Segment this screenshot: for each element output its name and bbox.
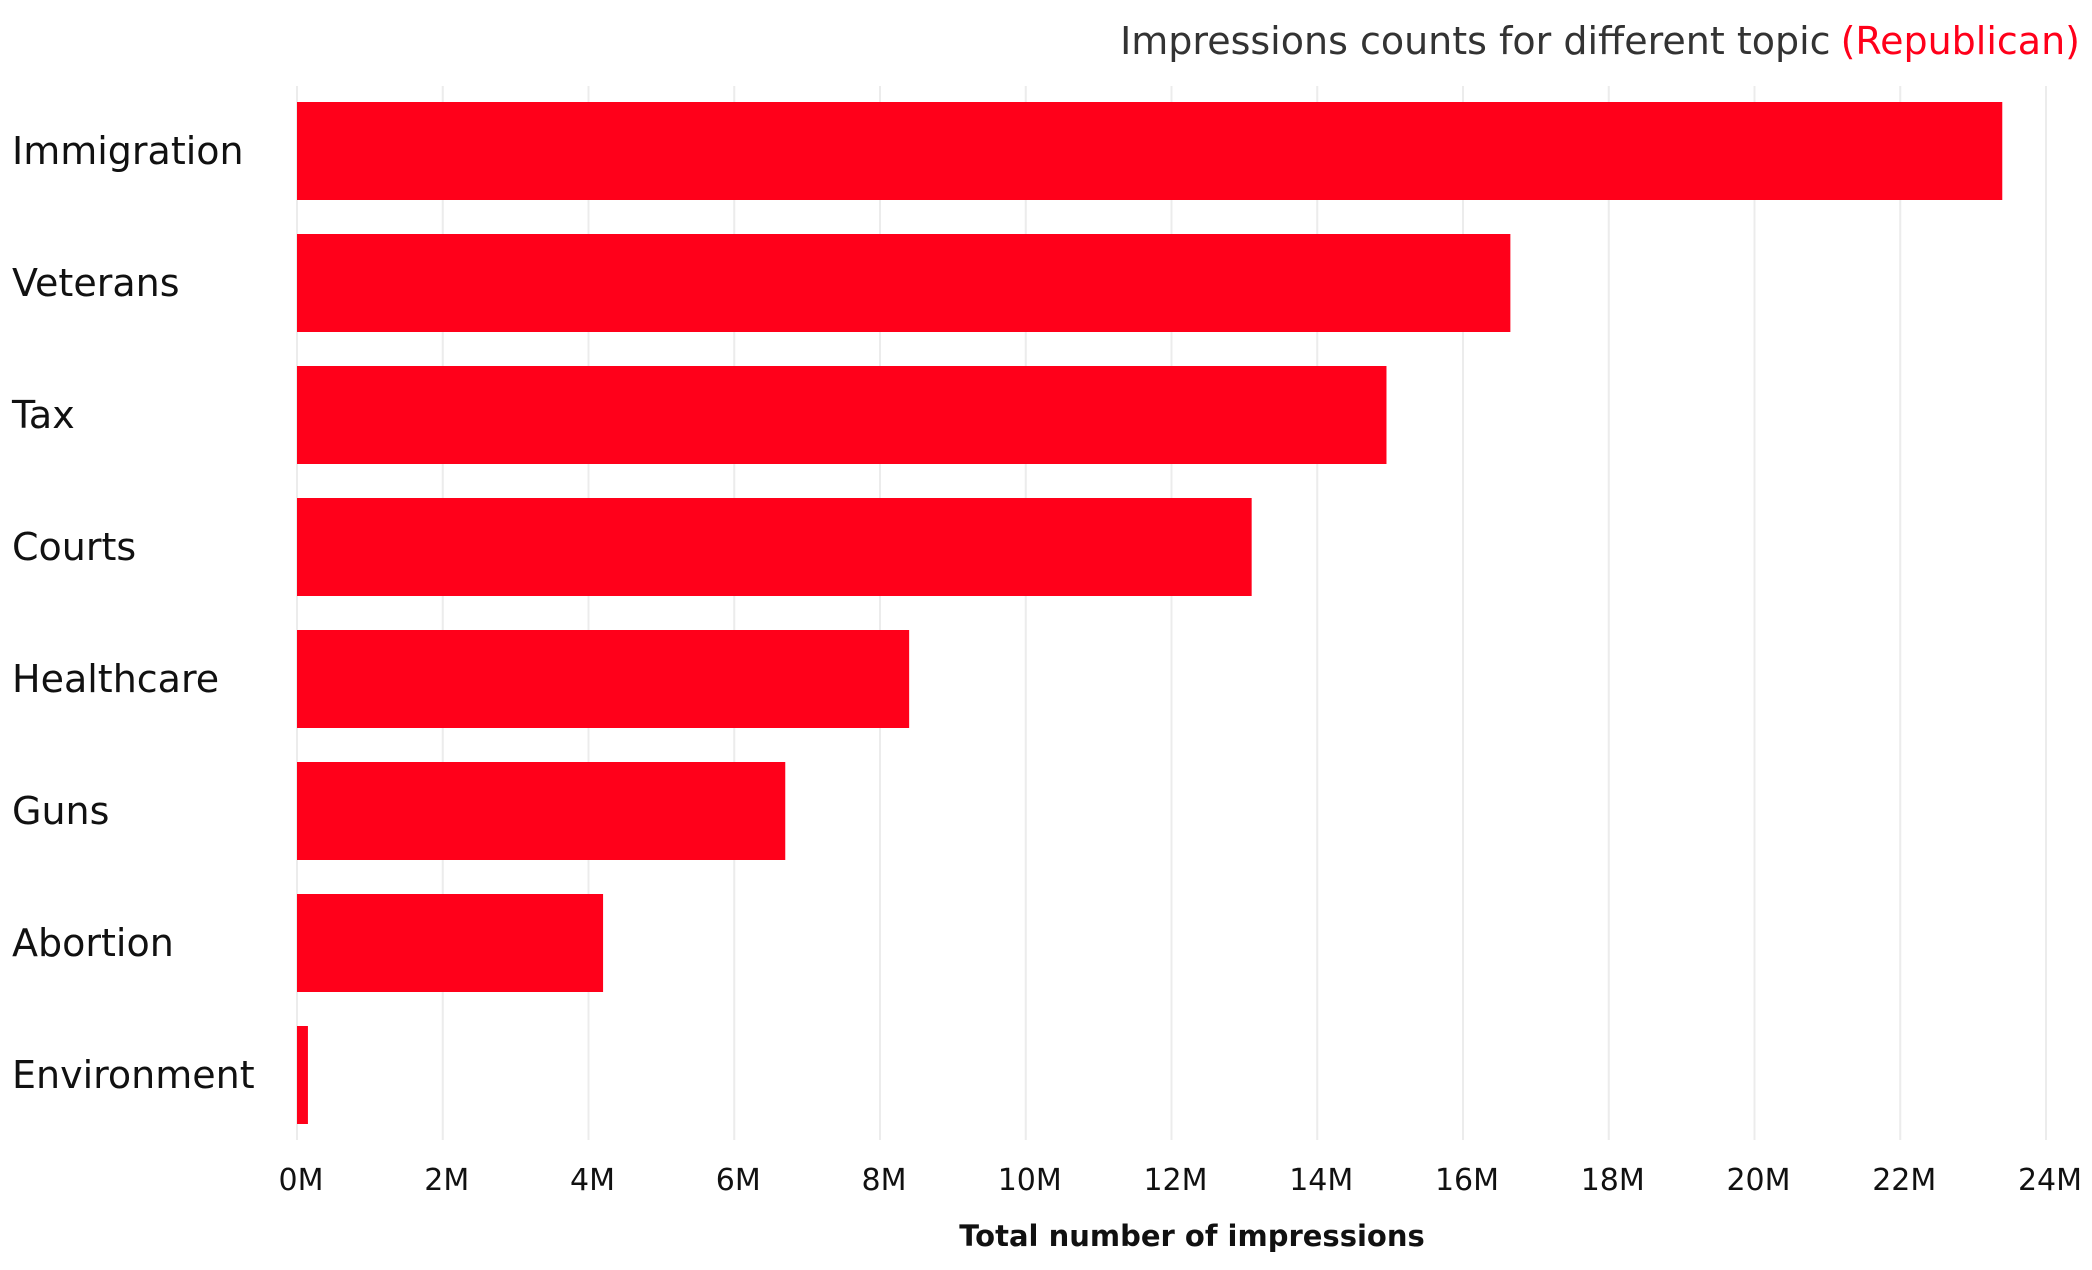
x-tick-label: 24M (2018, 1163, 2082, 1198)
category-label: Environment (12, 1053, 255, 1097)
bar-courts (297, 498, 1252, 596)
x-tick-label: 16M (1435, 1163, 1499, 1198)
x-tick-label: 6M (716, 1163, 761, 1198)
chart-title-highlight: (Republican) (1841, 19, 2080, 63)
category-label: Healthcare (12, 657, 219, 701)
x-axis-title: Total number of impressions (959, 1219, 1424, 1253)
bar-guns (297, 762, 786, 860)
category-label: Immigration (12, 129, 244, 173)
x-tick-labels: 0M 2M 4M 6M 8M 10M 12M 14M 16M 18M 20M 22M 24M (279, 1163, 2083, 1198)
category-labels: Immigration Veterans Tax Courts Healthcare Gu… (11, 129, 255, 1097)
bar-healthcare (297, 630, 910, 728)
bar-veterans (297, 234, 1511, 332)
x-tick-label: 4M (570, 1163, 615, 1198)
x-tick-label: 8M (862, 1163, 907, 1198)
x-tick-label: 12M (1143, 1163, 1207, 1198)
category-label: Abortion (12, 921, 174, 965)
category-label: Tax (11, 393, 75, 437)
category-label: Courts (12, 525, 136, 569)
x-tick-label: 14M (1289, 1163, 1353, 1198)
category-label: Veterans (12, 261, 180, 305)
x-tick-label: 0M (279, 1163, 324, 1198)
bar-abortion (297, 894, 604, 992)
bar-tax (297, 366, 1387, 464)
x-tick-label: 2M (424, 1163, 469, 1198)
bar-immigration (297, 102, 2003, 200)
x-tick-label: 10M (998, 1163, 1062, 1198)
bars (297, 102, 2003, 1124)
x-tick-label: 18M (1581, 1163, 1645, 1198)
chart-title: Impressions counts for different topic (R… (1120, 19, 2080, 63)
category-label: Guns (12, 789, 109, 833)
x-tick-label: 22M (1872, 1163, 1936, 1198)
bar-environment (297, 1026, 308, 1124)
x-tick-label: 20M (1726, 1163, 1790, 1198)
chart-title-main: Impressions counts for different topic (1120, 19, 1830, 63)
